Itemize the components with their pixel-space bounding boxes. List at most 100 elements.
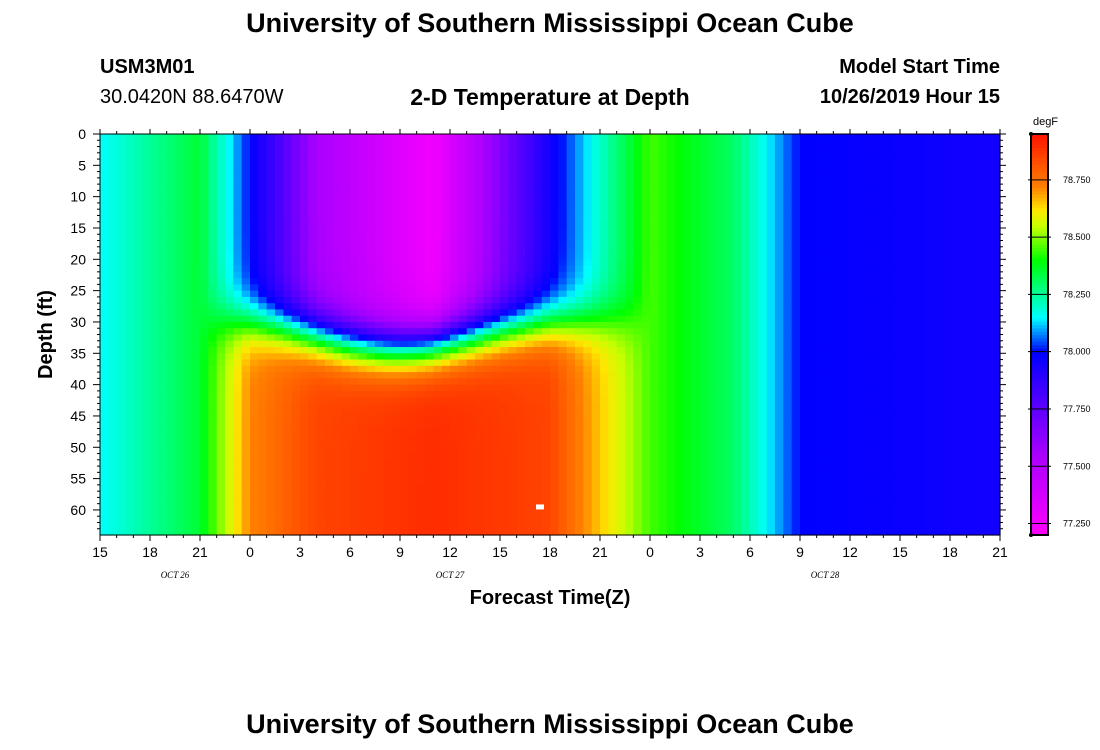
- heatmap-cell: [291, 259, 301, 267]
- heatmap-cell: [733, 284, 743, 292]
- heatmap-cell: [741, 340, 751, 348]
- heatmap-cell: [316, 497, 326, 505]
- heatmap-cell: [391, 253, 401, 260]
- heatmap-cell: [591, 453, 601, 461]
- heatmap-cell: [225, 509, 234, 517]
- heatmap-cell: [700, 227, 709, 235]
- heatmap-cell: [475, 315, 484, 323]
- heatmap-cell: [250, 321, 259, 329]
- heatmap-cell: [558, 409, 568, 417]
- heatmap-cell: [483, 516, 493, 524]
- heatmap-cell: [166, 296, 176, 304]
- heatmap-cell: [100, 303, 109, 311]
- heatmap-cell: [291, 309, 301, 317]
- heatmap-cell: [641, 278, 651, 285]
- heatmap-cell: [641, 321, 651, 329]
- heatmap-cell: [425, 397, 434, 405]
- heatmap-cell: [133, 484, 143, 492]
- heatmap-cell: [600, 240, 609, 248]
- heatmap-cell: [733, 340, 743, 348]
- heatmap-cell: [508, 152, 518, 160]
- heatmap-cell: [458, 453, 468, 461]
- heatmap-cell: [741, 422, 751, 430]
- heatmap-cell: [408, 190, 418, 198]
- heatmap-cell: [566, 159, 576, 166]
- heatmap-cell: [141, 353, 151, 361]
- heatmap-cell: [716, 434, 726, 442]
- heatmap-cell: [558, 284, 568, 292]
- heatmap-cell: [100, 428, 109, 436]
- heatmap-cell: [400, 303, 409, 311]
- heatmap-cell: [325, 253, 334, 260]
- heatmap-cell: [741, 397, 751, 405]
- heatmap-cell: [441, 422, 451, 430]
- heatmap-cell: [733, 159, 743, 166]
- heatmap-cell: [641, 246, 651, 254]
- heatmap-cell: [550, 403, 559, 411]
- heatmap-cell: [691, 359, 701, 367]
- heatmap-cell: [541, 365, 551, 373]
- heatmap-cell: [458, 447, 468, 455]
- heatmap-cell: [175, 328, 184, 336]
- heatmap-cell: [275, 202, 284, 210]
- heatmap-cell: [225, 528, 234, 536]
- heatmap-cell: [341, 403, 351, 411]
- heatmap-cell: [183, 215, 193, 223]
- heatmap-cell: [450, 434, 459, 442]
- heatmap-cell: [458, 441, 468, 448]
- heatmap-cell: [725, 359, 734, 367]
- heatmap-cell: [383, 403, 393, 411]
- heatmap-cell: [391, 184, 401, 191]
- heatmap-cell: [700, 359, 709, 367]
- heatmap-cell: [491, 303, 501, 311]
- heatmap-cell: [291, 265, 301, 273]
- heatmap-cell: [316, 259, 326, 267]
- heatmap-cell: [291, 497, 301, 505]
- heatmap-cell: [591, 353, 601, 361]
- heatmap-cell: [241, 528, 251, 536]
- heatmap-cell: [741, 165, 751, 173]
- heatmap-cell: [558, 303, 568, 311]
- heatmap-cell: [408, 453, 418, 461]
- heatmap-cell: [208, 209, 218, 217]
- heatmap-cell: [458, 466, 468, 473]
- heatmap-cell: [441, 190, 451, 198]
- heatmap-cell: [308, 134, 318, 141]
- heatmap-cell: [183, 259, 193, 267]
- heatmap-cell: [341, 441, 351, 448]
- heatmap-cell: [433, 309, 443, 317]
- heatmap-cell: [308, 353, 318, 361]
- heatmap-cell: [625, 315, 634, 323]
- heatmap-cell: [525, 484, 534, 492]
- heatmap-cell: [416, 409, 426, 417]
- heatmap-cell: [250, 159, 259, 166]
- heatmap-cell: [358, 397, 368, 405]
- heatmap-cell: [333, 472, 343, 480]
- heatmap-cell: [383, 221, 393, 229]
- heatmap-cell: [116, 340, 126, 348]
- heatmap-cell: [625, 259, 634, 267]
- heatmap-cell: [675, 177, 684, 185]
- heatmap-cell: [366, 472, 376, 480]
- heatmap-cell: [416, 152, 426, 160]
- heatmap-cell: [416, 347, 426, 354]
- heatmap-cell: [291, 347, 301, 354]
- heatmap-cell: [366, 246, 376, 254]
- heatmap-cell: [175, 246, 184, 254]
- heatmap-cell: [700, 240, 709, 248]
- heatmap-cell: [508, 234, 518, 242]
- heatmap-cell: [500, 509, 509, 517]
- heatmap-cell: [600, 184, 609, 191]
- heatmap-cell: [341, 503, 351, 511]
- heatmap-cell: [441, 478, 451, 486]
- heatmap-cell: [533, 221, 543, 229]
- heatmap-cell: [725, 434, 734, 442]
- heatmap-cell: [641, 303, 651, 311]
- heatmap-cell: [125, 303, 134, 311]
- heatmap-cell: [300, 409, 309, 417]
- heatmap-cell: [141, 509, 151, 517]
- heatmap-cell: [408, 290, 418, 298]
- heatmap-cell: [100, 359, 109, 367]
- heatmap-cell: [141, 253, 151, 260]
- heatmap-cell: [416, 415, 426, 423]
